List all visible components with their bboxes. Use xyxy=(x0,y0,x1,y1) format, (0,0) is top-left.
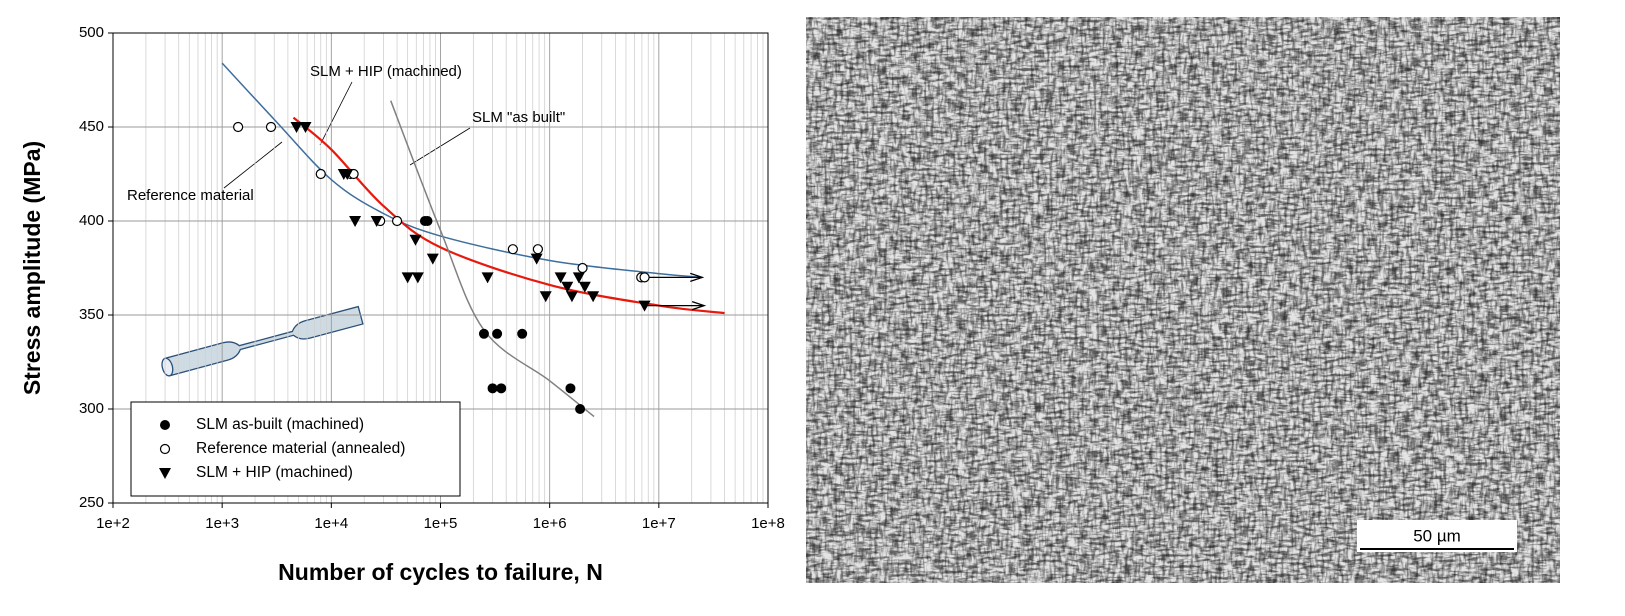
runout-arrow xyxy=(645,300,707,311)
fit-curve xyxy=(390,100,595,418)
marker xyxy=(159,468,171,479)
marker xyxy=(478,328,489,339)
marker xyxy=(565,383,576,394)
marker xyxy=(299,122,312,133)
x-tick-label: 1e+2 xyxy=(96,515,130,532)
marker xyxy=(577,262,588,274)
annotation: SLM "as built" xyxy=(472,109,565,126)
x-axis-title: Number of cycles to failure, N xyxy=(278,559,603,585)
marker xyxy=(565,291,578,303)
fit-curve xyxy=(292,116,725,315)
marker xyxy=(411,272,424,284)
x-tick-label: 1e+6 xyxy=(533,515,567,532)
marker xyxy=(638,300,651,312)
marker xyxy=(481,272,494,284)
legend-label: Reference material (annealed) xyxy=(196,440,405,457)
marker xyxy=(507,244,518,255)
leader-line xyxy=(223,141,283,189)
legend-label: SLM as-built (machined) xyxy=(196,416,364,433)
marker xyxy=(539,291,552,303)
marker xyxy=(409,234,422,246)
micrograph-texture xyxy=(806,17,1560,583)
marker xyxy=(492,328,503,339)
plot-frame xyxy=(112,32,769,504)
marker xyxy=(639,272,650,283)
marker xyxy=(532,244,543,255)
micrograph: 50 µm xyxy=(806,17,1560,583)
annotation: Reference material xyxy=(127,187,254,204)
specimen-icon xyxy=(161,305,364,377)
marker xyxy=(517,328,528,339)
marker xyxy=(426,253,439,265)
marker xyxy=(265,121,277,133)
marker xyxy=(160,420,170,430)
y-axis-title: Stress amplitude (MPa) xyxy=(19,141,45,395)
plot: 1e+2 1e+3 1e+4 1e+5 1e+6 1e+7 1e+8 250 300 350 400… xyxy=(19,24,785,585)
y-tick-label: 250 xyxy=(79,494,104,511)
marker xyxy=(315,168,326,180)
legend-label: SLM + HIP (machined) xyxy=(196,464,353,481)
scale-bar-label: 50 µm xyxy=(1413,526,1461,545)
marker xyxy=(575,404,586,414)
marker xyxy=(370,216,383,227)
marker xyxy=(401,272,414,284)
marker xyxy=(578,281,591,293)
x-tick-label: 1e+8 xyxy=(751,515,785,532)
x-tick-label: 1e+7 xyxy=(642,515,676,532)
marker xyxy=(233,121,244,133)
y-tick-label: 400 xyxy=(79,212,104,229)
leader-line xyxy=(319,81,353,146)
marker xyxy=(422,216,433,226)
y-tick-label: 350 xyxy=(79,306,104,323)
runout-arrow xyxy=(641,272,705,283)
marker xyxy=(487,383,498,394)
marker xyxy=(159,443,171,455)
x-tick-label: 1e+5 xyxy=(424,515,458,532)
marker xyxy=(530,253,543,265)
legend-box xyxy=(130,401,461,497)
leader-line xyxy=(409,127,471,166)
marker xyxy=(290,122,303,133)
marker xyxy=(349,216,362,227)
legend: SLM as-built (machined) Reference materia… xyxy=(130,401,461,497)
annotation: SLM + HIP (machined) xyxy=(310,63,462,80)
fit-curve xyxy=(221,62,703,279)
scale-bar-box xyxy=(1357,520,1517,552)
marker xyxy=(341,169,354,180)
x-tick-label: 1e+4 xyxy=(314,515,348,532)
marker xyxy=(496,383,507,394)
marker xyxy=(561,281,574,293)
marker xyxy=(391,215,403,227)
x-tick-label: 1e+3 xyxy=(205,515,239,532)
marker xyxy=(554,272,567,284)
marker xyxy=(572,272,585,284)
y-tick-label: 500 xyxy=(79,24,104,41)
marker xyxy=(587,291,600,303)
y-tick-label: 300 xyxy=(79,400,104,417)
y-tick-label: 450 xyxy=(79,118,104,135)
